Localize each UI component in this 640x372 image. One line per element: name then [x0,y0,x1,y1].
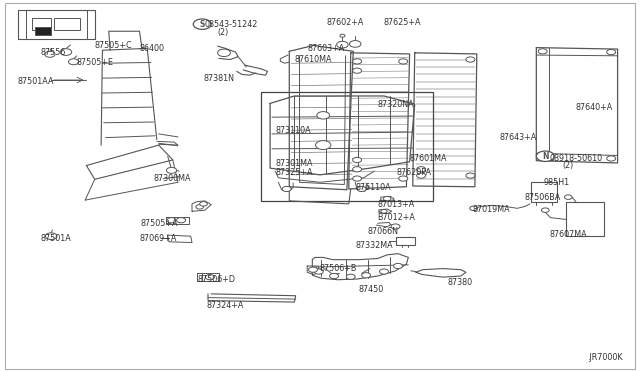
Text: 87620PA: 87620PA [397,169,432,177]
Circle shape [538,49,547,54]
Circle shape [399,59,408,64]
Circle shape [381,209,387,213]
Circle shape [417,173,426,178]
Circle shape [357,186,366,192]
Text: 87603+A: 87603+A [307,44,344,53]
Text: 08918-50610: 08918-50610 [549,154,602,163]
Text: 985H1: 985H1 [544,178,570,187]
Text: 87069+A: 87069+A [140,234,177,243]
Text: 87066N: 87066N [368,227,399,236]
Text: 08543-51242: 08543-51242 [205,20,258,29]
Text: 87505+E: 87505+E [77,58,114,67]
Circle shape [45,233,57,240]
Text: 87300MA: 87300MA [154,174,191,183]
Circle shape [340,34,345,37]
Circle shape [353,59,362,64]
Circle shape [330,273,339,279]
Circle shape [380,269,388,274]
Circle shape [353,167,362,172]
Text: 87019MA: 87019MA [472,205,510,214]
Circle shape [68,59,79,65]
Circle shape [60,49,72,55]
Text: 87505+C: 87505+C [95,41,132,50]
Text: (2): (2) [562,161,573,170]
Circle shape [282,186,291,192]
Circle shape [353,176,362,181]
Text: 873110A: 873110A [275,126,311,135]
Circle shape [607,49,616,55]
Circle shape [564,195,572,199]
Text: 87505+A: 87505+A [141,219,179,228]
Text: 87324+A: 87324+A [206,301,243,310]
Text: 87556: 87556 [40,48,66,57]
Circle shape [470,206,477,211]
Circle shape [196,205,204,209]
Circle shape [607,156,616,161]
Circle shape [45,51,55,57]
Bar [531,182,557,202]
Circle shape [316,141,331,150]
Text: 87602+A: 87602+A [326,18,364,27]
Circle shape [394,263,403,269]
Text: 87501A: 87501A [40,234,71,243]
Text: 87643+A: 87643+A [499,133,536,142]
Circle shape [337,41,348,48]
Circle shape [205,275,214,280]
Circle shape [399,176,408,181]
Text: 87301MA: 87301MA [275,159,313,168]
Circle shape [193,19,211,29]
Circle shape [346,274,355,279]
Circle shape [200,202,207,206]
Text: 87381N: 87381N [204,74,234,83]
Circle shape [218,49,230,57]
Text: 87607MA: 87607MA [549,230,587,239]
Text: 87506+B: 87506+B [320,264,357,273]
Text: (2): (2) [218,28,229,37]
Bar [32,18,51,30]
Text: B7012+A: B7012+A [378,213,415,222]
Circle shape [314,269,323,274]
Circle shape [317,112,330,119]
Circle shape [536,151,554,161]
Circle shape [362,273,371,278]
Text: 87450: 87450 [358,285,383,294]
Bar [54,18,80,30]
Circle shape [353,157,362,163]
Bar [261,92,433,201]
Text: 87640+A: 87640+A [576,103,613,112]
Circle shape [466,173,475,178]
Circle shape [167,218,176,223]
Circle shape [353,68,362,73]
Circle shape [538,154,547,160]
Text: 87332MA: 87332MA [355,241,393,250]
Text: 87506BA: 87506BA [525,193,561,202]
Text: 87380: 87380 [448,278,473,287]
Text: 87610MA: 87610MA [294,55,332,64]
Text: 87501AA: 87501AA [18,77,54,86]
Circle shape [466,57,475,62]
Text: 87320NA: 87320NA [378,100,414,109]
Circle shape [349,41,361,47]
Text: 86400: 86400 [140,44,164,53]
Text: 87325+A: 87325+A [275,168,313,177]
Circle shape [166,167,177,173]
Text: .JR7000K: .JR7000K [588,353,623,362]
Circle shape [308,267,317,272]
Bar [396,237,415,245]
Text: 87601MA: 87601MA [410,154,447,163]
Text: 876110A: 876110A [355,183,391,192]
Text: N: N [542,152,548,161]
Bar [566,202,604,236]
Circle shape [391,224,400,229]
Text: 87506+D: 87506+D [197,275,235,284]
Text: S: S [200,20,205,29]
Bar [35,27,51,35]
Text: 87013+A: 87013+A [378,200,415,209]
Circle shape [541,208,549,212]
Circle shape [383,196,391,201]
Circle shape [417,167,426,172]
Circle shape [177,218,186,223]
Text: 87625+A: 87625+A [384,18,422,27]
